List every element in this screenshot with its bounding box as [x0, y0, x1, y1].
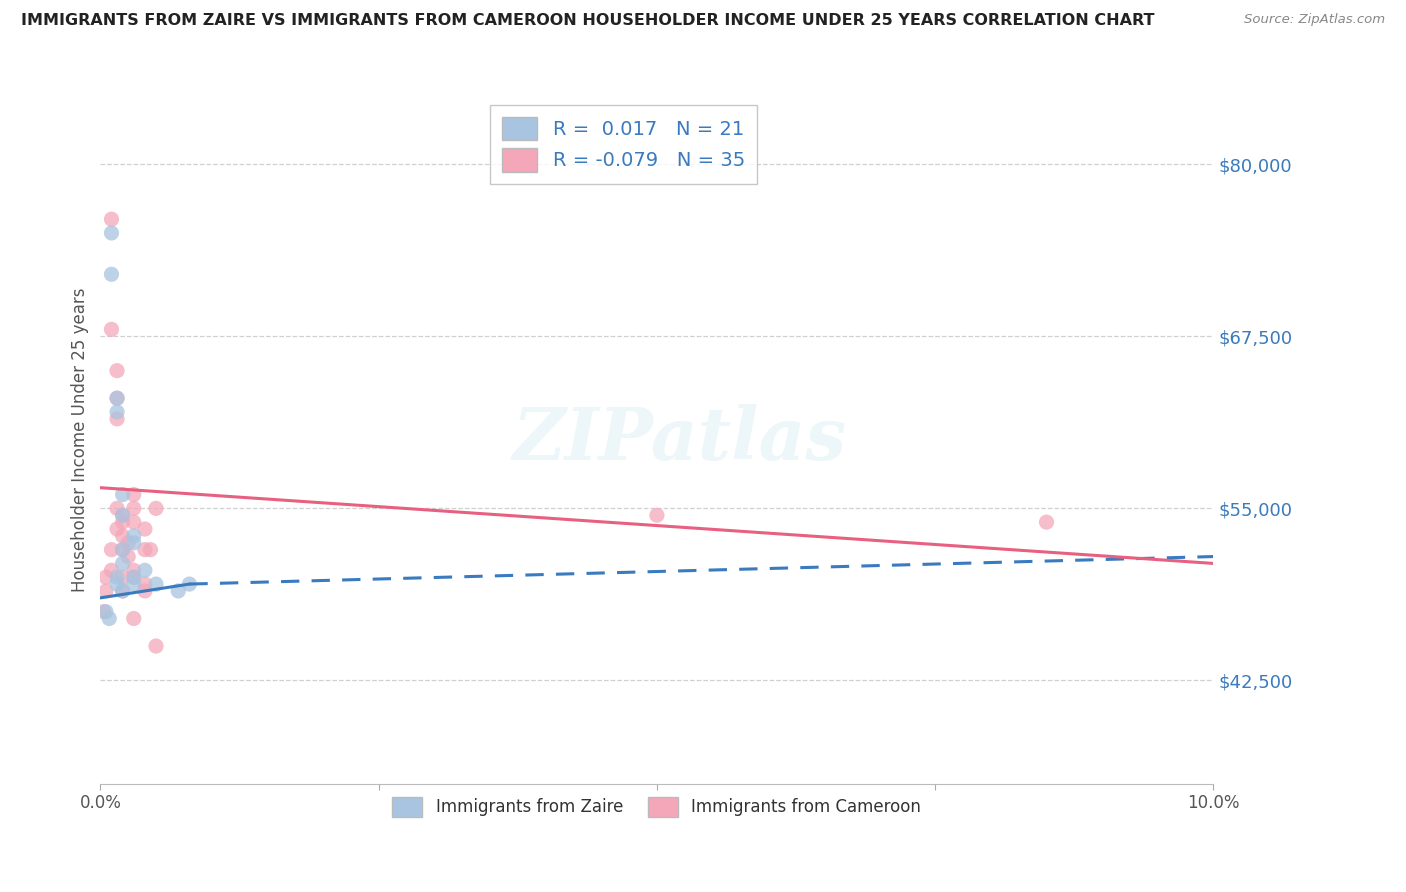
Point — [100, 322, 122, 336]
Point — [111, 584, 134, 599]
Point — [105, 405, 128, 419]
Point — [100, 542, 122, 557]
Point — [145, 501, 167, 516]
Point — [105, 364, 128, 378]
Point — [94, 605, 117, 619]
Point — [105, 522, 128, 536]
Point — [105, 412, 128, 426]
Point — [111, 557, 134, 571]
Point — [111, 515, 134, 529]
Point — [122, 515, 145, 529]
Point — [100, 212, 122, 227]
Point — [122, 501, 145, 516]
Point — [122, 611, 145, 625]
Point — [111, 508, 134, 523]
Point — [111, 570, 134, 584]
Point — [93, 605, 115, 619]
Point — [122, 570, 145, 584]
Point — [105, 391, 128, 405]
Point — [134, 577, 156, 591]
Y-axis label: Householder Income Under 25 years: Householder Income Under 25 years — [72, 287, 89, 591]
Point — [111, 542, 134, 557]
Point — [111, 508, 134, 523]
Point — [134, 522, 156, 536]
Point — [139, 542, 162, 557]
Point — [1035, 515, 1057, 529]
Point — [111, 487, 134, 501]
Point — [122, 487, 145, 501]
Point — [134, 563, 156, 577]
Point — [94, 584, 117, 599]
Point — [100, 226, 122, 240]
Point — [105, 501, 128, 516]
Point — [145, 639, 167, 653]
Point — [105, 391, 128, 405]
Text: Source: ZipAtlas.com: Source: ZipAtlas.com — [1244, 13, 1385, 27]
Point — [100, 267, 122, 281]
Point — [122, 563, 145, 577]
Point — [111, 529, 134, 543]
Point — [179, 577, 201, 591]
Point — [134, 584, 156, 599]
Point — [117, 535, 139, 549]
Point — [111, 542, 134, 557]
Point — [105, 570, 128, 584]
Point — [122, 535, 145, 549]
Point — [94, 570, 117, 584]
Point — [122, 570, 145, 584]
Point — [105, 577, 128, 591]
Point — [145, 577, 167, 591]
Legend: Immigrants from Zaire, Immigrants from Cameroon: Immigrants from Zaire, Immigrants from C… — [385, 790, 928, 823]
Point — [645, 508, 668, 523]
Point — [134, 542, 156, 557]
Point — [98, 611, 121, 625]
Point — [122, 577, 145, 591]
Point — [167, 584, 190, 599]
Point — [117, 549, 139, 564]
Point — [100, 563, 122, 577]
Text: ZIPatlas: ZIPatlas — [512, 404, 846, 475]
Point — [111, 584, 134, 599]
Text: IMMIGRANTS FROM ZAIRE VS IMMIGRANTS FROM CAMEROON HOUSEHOLDER INCOME UNDER 25 YE: IMMIGRANTS FROM ZAIRE VS IMMIGRANTS FROM… — [21, 13, 1154, 29]
Point — [122, 529, 145, 543]
